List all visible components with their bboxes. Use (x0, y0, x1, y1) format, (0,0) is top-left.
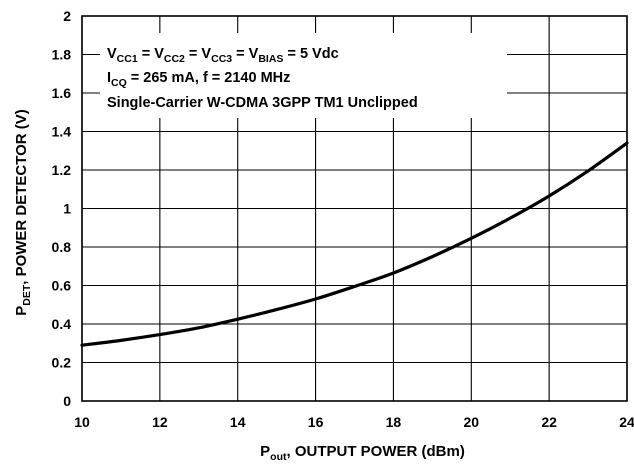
y-tick-label: 1 (63, 201, 71, 217)
x-tick-label: 18 (386, 414, 402, 430)
x-tick-label: 16 (308, 414, 324, 430)
y-tick-label: 1.2 (52, 162, 72, 178)
annotation-text: VCC1 = VCC2 = VCC3 = VBIAS = 5 Vdc ICQ = … (107, 46, 418, 111)
y-tick-label: 0.4 (52, 316, 72, 332)
plot-frame (81, 15, 628, 402)
series-line (80, 141, 629, 347)
annotation-line: Single-Carrier W-CDMA 3GPP TM1 Unclipped (107, 95, 418, 111)
x-tick-label: 12 (152, 414, 168, 430)
y-tick-label: 0.8 (52, 239, 72, 255)
x-tick-label: 10 (74, 414, 90, 430)
annotation-line: VCC1 = VCC2 = VCC3 = VBIAS = 5 Vdc (107, 46, 339, 65)
y-tick-label: 2 (63, 8, 71, 24)
x-axis-label: Pout, OUTPUT POWER (dBm) (260, 443, 465, 463)
annotation-line: ICQ = 265 mA, f = 2140 MHz (107, 70, 290, 89)
series-group (80, 141, 629, 347)
y-tick-label: 1.4 (52, 124, 72, 140)
y-tick-label: 1.8 (52, 47, 72, 63)
y-axis-label: PDET, POWER DETECTOR (V) (13, 109, 33, 316)
y-tick-label: 0.2 (52, 355, 72, 371)
annotation-box (100, 33, 507, 118)
x-tick-label: 20 (463, 414, 479, 430)
y-tick-label: 1.6 (52, 85, 72, 101)
x-tick-label: 14 (230, 414, 246, 430)
y-tick-label: 0.6 (52, 278, 72, 294)
y-tick-labels: 0 0.2 0.4 0.6 0.8 1 1.2 1.4 1.6 1.8 2 (52, 8, 72, 409)
x-tick-labels: 10 12 14 16 18 20 22 24 (74, 414, 634, 430)
y-tick-label: 0 (63, 393, 71, 409)
x-tick-label: 24 (619, 414, 634, 430)
x-tick-label: 22 (541, 414, 557, 430)
